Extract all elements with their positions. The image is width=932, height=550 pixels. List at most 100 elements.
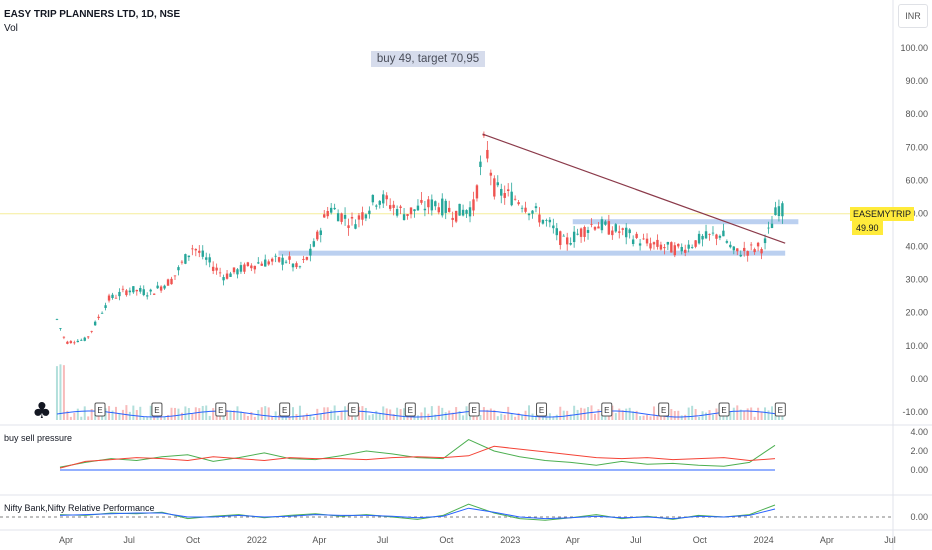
candle-body bbox=[132, 286, 135, 293]
candle-body bbox=[388, 205, 392, 209]
earnings-marker-label: E bbox=[218, 406, 223, 415]
candle-body bbox=[697, 233, 701, 244]
candle-body bbox=[198, 250, 201, 253]
volume-bar bbox=[319, 413, 322, 420]
earnings-marker bbox=[774, 402, 786, 417]
chart-title: EASY TRIP PLANNERS LTD, 1D, NSE bbox=[4, 9, 181, 20]
y-tick-label: 70.00 bbox=[905, 142, 928, 152]
volume-bar bbox=[337, 415, 340, 420]
candle-body bbox=[274, 255, 277, 257]
candle-body bbox=[743, 247, 746, 252]
candle-body bbox=[194, 248, 198, 251]
candle-body bbox=[663, 247, 666, 249]
candle-body bbox=[746, 251, 749, 256]
volume-bar bbox=[302, 415, 305, 420]
candle-body bbox=[531, 210, 534, 214]
candle-body bbox=[583, 227, 586, 237]
earnings-marker-label: E bbox=[778, 406, 783, 415]
volume-bar bbox=[94, 414, 97, 420]
volume-bar bbox=[691, 405, 694, 420]
candle-body bbox=[333, 207, 336, 210]
volume-bar bbox=[441, 407, 444, 420]
volume-bar bbox=[285, 415, 288, 420]
volume-bar bbox=[333, 405, 336, 420]
volume-bar bbox=[416, 415, 419, 420]
candle-body bbox=[729, 244, 732, 248]
volume-bar bbox=[399, 409, 402, 420]
volume-bar bbox=[274, 411, 277, 420]
volume-bar bbox=[587, 407, 590, 420]
volume-bar bbox=[652, 406, 655, 420]
candle-body bbox=[170, 278, 173, 285]
volume-bar bbox=[382, 406, 385, 420]
volume-bar bbox=[55, 366, 58, 420]
volume-bar bbox=[760, 412, 763, 420]
volume-bar bbox=[451, 412, 454, 420]
candle-body bbox=[354, 224, 357, 229]
volume-bar bbox=[173, 407, 176, 420]
candle-body bbox=[732, 246, 736, 251]
earnings-marker-label: E bbox=[408, 406, 413, 415]
volume-bar bbox=[364, 407, 367, 420]
candle-body bbox=[649, 243, 652, 249]
candle-body bbox=[416, 205, 420, 211]
volume-bar bbox=[670, 409, 673, 420]
candle-body bbox=[607, 221, 611, 235]
volume-bar bbox=[222, 415, 225, 420]
candle-body bbox=[291, 263, 295, 268]
candle-body bbox=[756, 242, 760, 247]
volume-bar bbox=[139, 406, 142, 420]
candle-body bbox=[125, 290, 128, 296]
candle-body bbox=[205, 257, 208, 260]
volume-bar bbox=[743, 411, 746, 420]
candle-body bbox=[454, 210, 458, 222]
relative-panel-label: Nifty Bank,Nifty Relative Performance bbox=[4, 503, 155, 513]
candle-body bbox=[350, 216, 354, 219]
volume-bar bbox=[465, 406, 468, 420]
volume-bar bbox=[236, 406, 239, 420]
candle-body bbox=[677, 243, 680, 247]
volume-bar bbox=[354, 416, 357, 420]
candle-body bbox=[80, 339, 83, 341]
candle-body bbox=[264, 259, 267, 267]
earnings-marker-label: E bbox=[351, 406, 356, 415]
candle-body bbox=[444, 200, 447, 213]
volume-bar bbox=[510, 413, 513, 420]
volume-bar bbox=[698, 416, 701, 420]
candle-body bbox=[406, 214, 409, 216]
volume-bar bbox=[517, 412, 520, 420]
candle-body bbox=[552, 225, 555, 229]
currency-button[interactable]: INR bbox=[898, 4, 928, 28]
trade-note-annotation[interactable]: buy 49, target 70,95 bbox=[371, 51, 485, 67]
candle-body bbox=[121, 288, 125, 290]
candle-body bbox=[312, 241, 316, 247]
candle-body bbox=[326, 211, 329, 217]
volume-bar bbox=[753, 416, 756, 420]
volume-bar bbox=[711, 414, 714, 420]
earnings-marker-label: E bbox=[604, 406, 609, 415]
volume-bar bbox=[757, 407, 760, 420]
volume-bar bbox=[264, 406, 267, 420]
volume-bar bbox=[142, 416, 145, 420]
volume-bar bbox=[80, 416, 83, 420]
candle-body bbox=[437, 207, 440, 213]
volume-bar bbox=[444, 412, 447, 420]
volume-bar bbox=[496, 416, 499, 420]
volume-bar bbox=[705, 412, 708, 420]
volume-bar bbox=[305, 413, 308, 420]
candle-body bbox=[604, 221, 607, 225]
candle-body bbox=[781, 203, 784, 217]
volume-bar bbox=[191, 413, 194, 420]
candle-body bbox=[187, 255, 191, 258]
earnings-marker bbox=[718, 402, 730, 417]
candle-body bbox=[173, 275, 177, 277]
volume-bar bbox=[344, 406, 347, 420]
candle-body bbox=[364, 214, 368, 219]
volume-bar bbox=[448, 410, 451, 420]
volume-bar bbox=[260, 407, 263, 420]
earnings-marker bbox=[536, 402, 548, 417]
candle-body bbox=[534, 206, 538, 209]
volume-bar bbox=[500, 413, 503, 420]
candle-body bbox=[673, 245, 677, 256]
